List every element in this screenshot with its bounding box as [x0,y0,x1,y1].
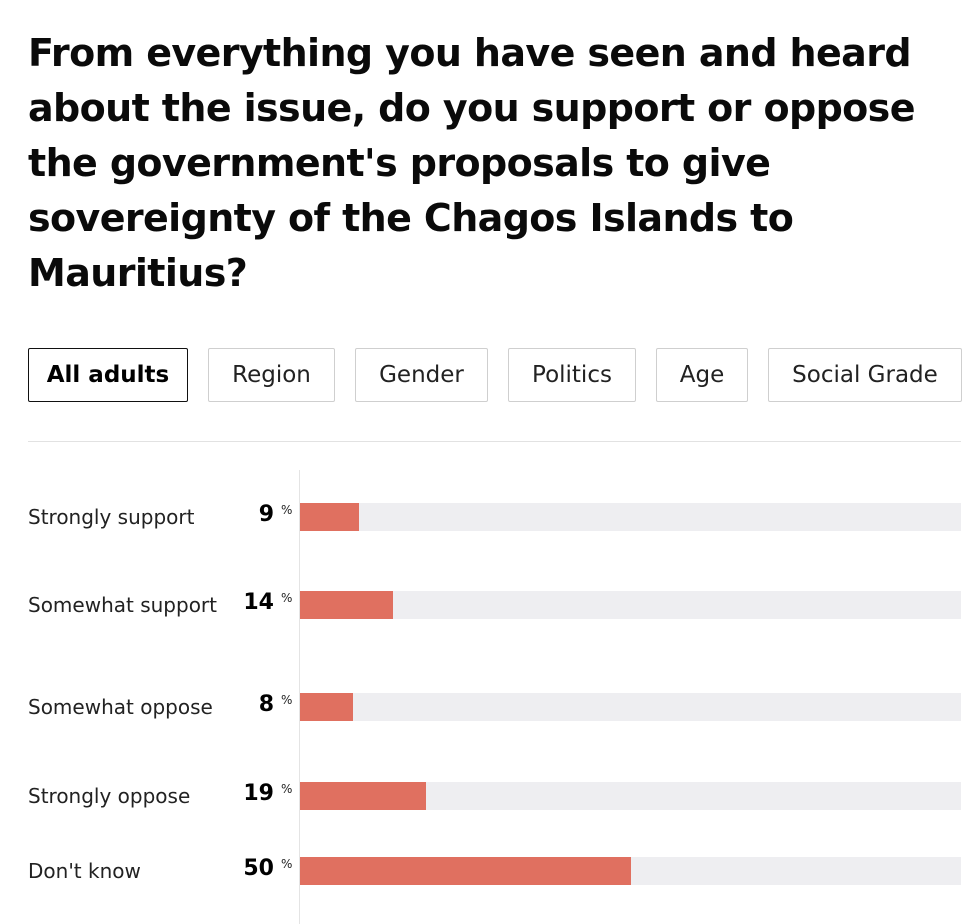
value-label-somewhat-oppose: 8 [258,692,274,717]
percent-sign-strongly-oppose: % [281,782,293,796]
bar-track-somewhat-support [300,591,961,619]
percent-sign-somewhat-oppose: % [281,693,293,707]
percent-sign-don-t-know: % [281,857,293,871]
category-label-strongly-support: Strongly support [28,504,195,529]
category-label-somewhat-oppose: Somewhat oppose [28,694,213,719]
bar-strongly-support [300,503,360,531]
bar-strongly-oppose [300,782,426,810]
tab-gender[interactable]: Gender [355,348,488,402]
tab-region[interactable]: Region [208,348,335,402]
category-label-somewhat-support: Somewhat support [28,592,217,617]
bar-track-somewhat-oppose [300,693,961,721]
bar-track-strongly-support [300,503,961,531]
bar-track-strongly-oppose [300,782,961,810]
category-label-strongly-oppose: Strongly oppose [28,783,191,808]
chart-axis-line [299,470,300,924]
bar-somewhat-oppose [300,693,353,721]
tab-social-grade[interactable]: Social Grade [768,348,962,402]
bar-track-don-t-know [300,857,961,885]
tab-all-adults[interactable]: All adults [28,348,188,402]
divider [28,441,961,442]
value-label-don-t-know: 50 [243,856,274,881]
category-label-don-t-know: Don't know [28,858,141,883]
bar-somewhat-support [300,591,393,619]
value-label-strongly-support: 9 [258,502,274,527]
bar-don-t-know [300,857,631,885]
tab-politics[interactable]: Politics [508,348,636,402]
value-label-strongly-oppose: 19 [243,781,274,806]
filter-tabs: All adults Region Gender Politics Age So… [28,348,962,402]
question-title: From everything you have seen and heard … [28,31,915,295]
percent-sign-strongly-support: % [281,503,293,517]
tab-age[interactable]: Age [656,348,748,402]
value-label-somewhat-support: 14 [243,590,274,615]
percent-sign-somewhat-support: % [281,591,293,605]
